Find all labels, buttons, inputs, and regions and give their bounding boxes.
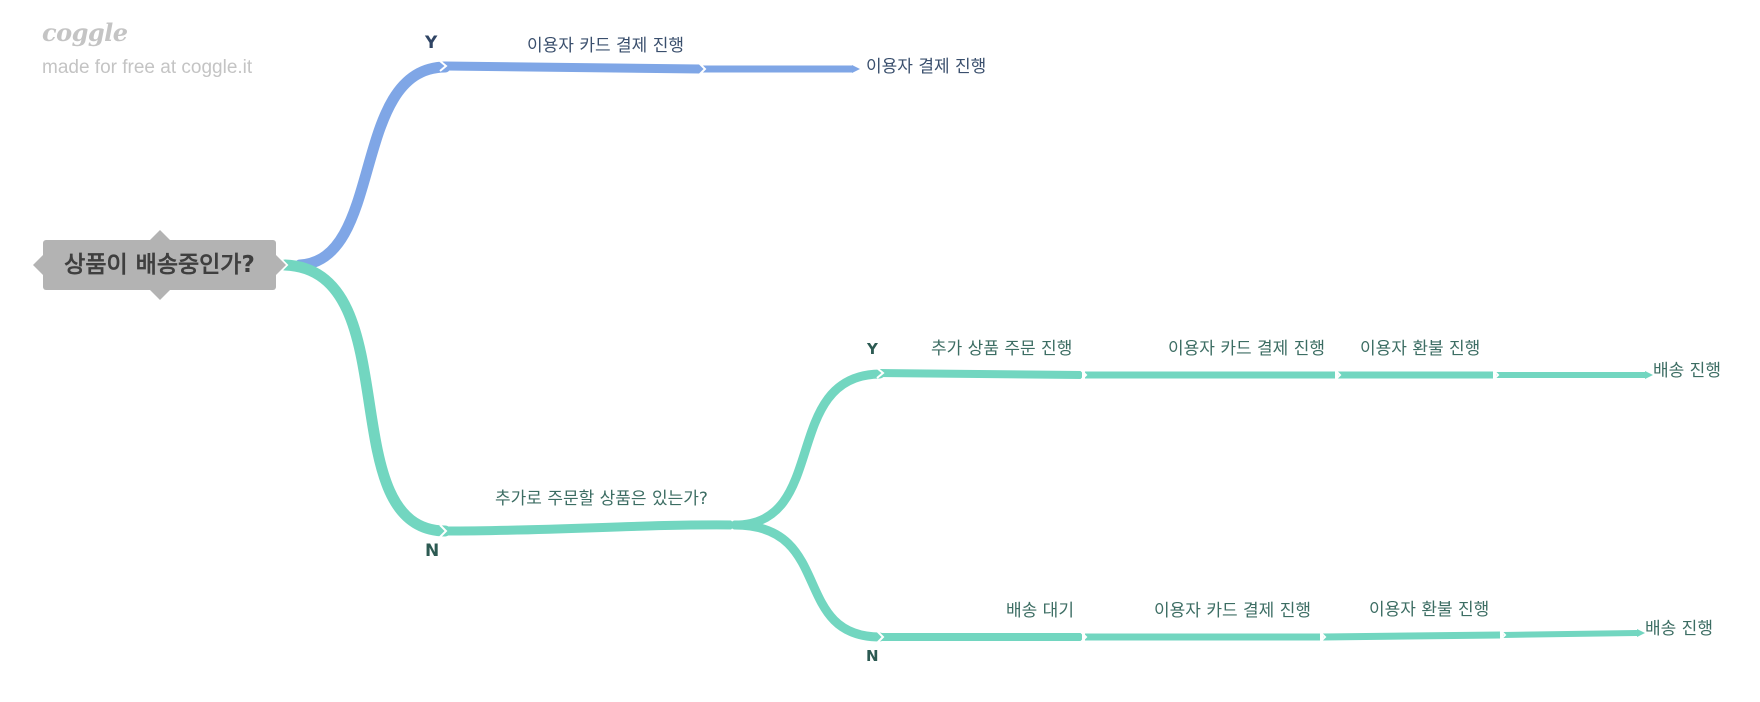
subbranch-no-curve: [730, 520, 885, 642]
chevron-icon: [1498, 628, 1507, 642]
subbranch-no-edge-label[interactable]: 이용자 카드 결제 진행: [1154, 601, 1311, 621]
branch-no-edge-label[interactable]: 추가로 주문할 상품은 있는가?: [495, 489, 708, 509]
subbranch-no-edge-label[interactable]: 배송 대기: [1006, 601, 1074, 621]
subbranch-yes-marker: Y: [867, 340, 878, 358]
chevron-icon: [1079, 630, 1088, 644]
chevron-icon: [876, 367, 885, 379]
chevron-icon: [1079, 368, 1088, 382]
branch-yes-edge-1: [440, 61, 705, 74]
subbranch-yes-edge-label[interactable]: 이용자 카드 결제 진행: [1168, 339, 1325, 359]
branch-no-curve: [279, 259, 451, 537]
coggle-watermark: coggle made for free at coggle.it: [42, 18, 252, 79]
root-node-label: 상품이 배송중인가?: [64, 252, 255, 278]
subbranch-no-marker: N: [866, 647, 879, 665]
subbranch-yes-edge-label[interactable]: 추가 상품 주문 진행: [931, 339, 1073, 359]
chevron-icon: [1318, 630, 1327, 644]
coggle-logo: coggle: [42, 18, 128, 47]
subbranch-no-edge-label[interactable]: 이용자 환불 진행: [1369, 600, 1490, 620]
subbranch-yes-curve: [730, 369, 885, 530]
subbranch-yes-edge-label[interactable]: 이용자 환불 진행: [1360, 339, 1481, 359]
subbranch-no-edge-3: [1322, 631, 1501, 641]
subbranch-no-edge-4: [1502, 630, 1638, 638]
branch-no-marker: N: [425, 541, 440, 561]
root-node-handle-bottom[interactable]: [150, 290, 170, 300]
branch-yes-curve: [294, 61, 451, 271]
branch-no-edge: [440, 520, 740, 536]
branch-yes-marker: Y: [425, 33, 438, 53]
root-node-handle-right[interactable]: [276, 255, 286, 275]
chevron-icon: [1333, 368, 1342, 382]
chevron-icon: [439, 524, 448, 538]
chevron-icon: [1491, 368, 1500, 382]
root-node[interactable]: 상품이 배송중인가?: [33, 230, 286, 300]
chevron-icon: [698, 62, 707, 76]
subbranch-yes-arrow: [1645, 371, 1653, 379]
subbranch-yes-end-node[interactable]: 배송 진행: [1653, 361, 1721, 381]
subbranch-yes-edge-1: [879, 369, 1083, 379]
chevron-icon: [876, 630, 885, 644]
coggle-tagline: made for free at coggle.it: [42, 57, 253, 78]
root-node-handle-left[interactable]: [33, 255, 43, 275]
branch-yes-arrow: [852, 65, 860, 73]
subbranch-no-arrow: [1637, 629, 1645, 637]
branch-yes-edge-label[interactable]: 이용자 카드 결제 진행: [527, 36, 684, 56]
root-node-handle-top[interactable]: [150, 230, 170, 240]
branch-yes-end-node[interactable]: 이용자 결제 진행: [866, 57, 987, 77]
subbranch-no-end-node[interactable]: 배송 진행: [1645, 619, 1713, 639]
chevron-icon: [439, 60, 448, 72]
